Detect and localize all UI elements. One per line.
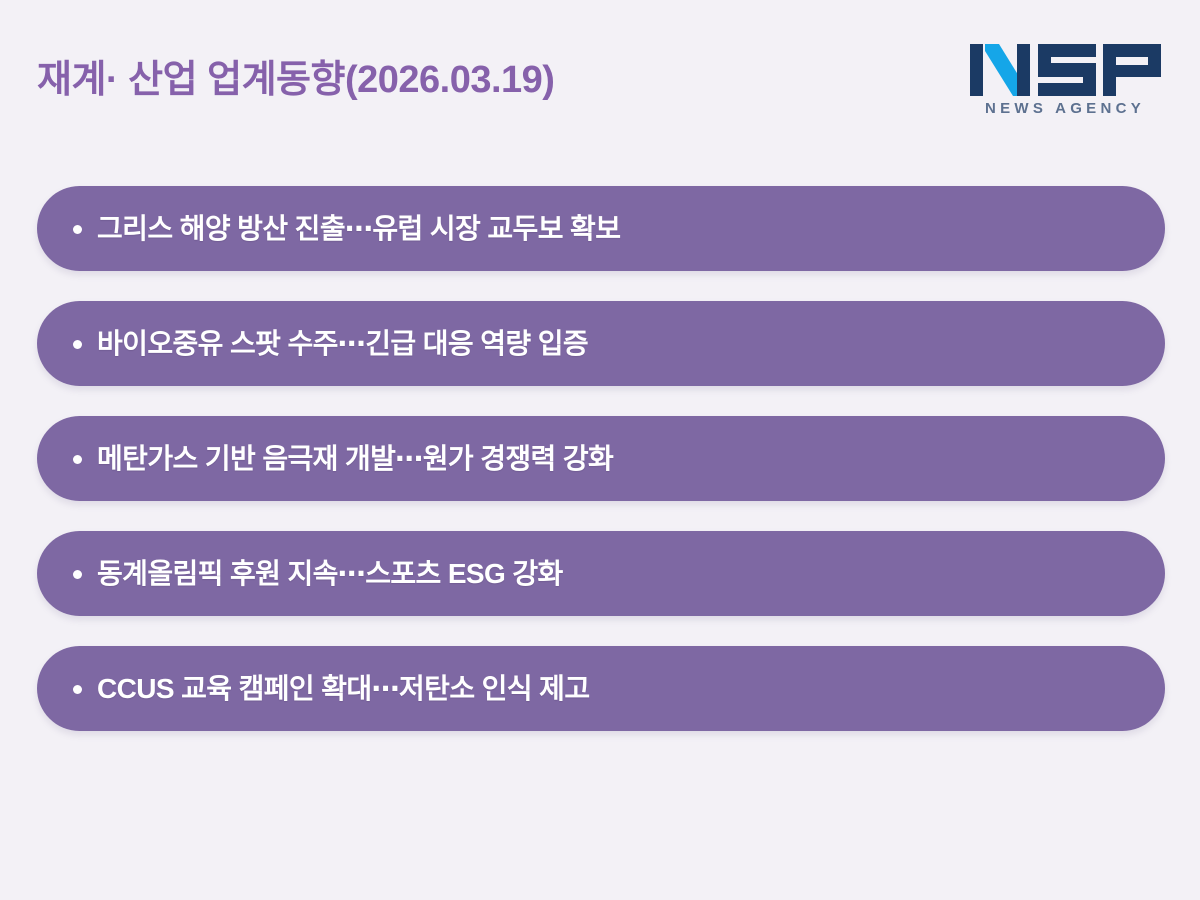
list-item[interactable]: 메탄가스 기반 음극재 개발⋯원가 경쟁력 강화: [37, 416, 1165, 501]
bullet-list: 그리스 해양 방산 진출⋯유럽 시장 교두보 확보 바이오중유 스팟 수주⋯긴급…: [37, 186, 1165, 731]
bullet-dot-icon: [73, 684, 82, 694]
list-item-label: 그리스 해양 방산 진출⋯유럽 시장 교두보 확보: [97, 212, 621, 244]
bullet-dot-icon: [73, 339, 82, 349]
list-item-label: 메탄가스 기반 음극재 개발⋯원가 경쟁력 강화: [97, 442, 614, 474]
page-title: 재계· 산업 업계동향(2026.03.19): [37, 59, 555, 101]
bullet-dot-icon: [73, 224, 82, 234]
list-item[interactable]: 동계올림픽 후원 지속⋯스포츠 ESG 강화: [37, 531, 1165, 616]
logo-tagline: NEWS AGENCY: [984, 100, 1146, 117]
list-item-label: 바이오중유 스팟 수주⋯긴급 대응 역량 입증: [97, 327, 589, 359]
bullet-dot-icon: [73, 569, 82, 579]
nsp-logo: NEWS AGENCY: [965, 42, 1165, 127]
list-item[interactable]: CCUS 교육 캠페인 확대⋯저탄소 인식 제고: [37, 646, 1165, 731]
list-item-label: CCUS 교육 캠페인 확대⋯저탄소 인식 제고: [97, 672, 590, 704]
list-item[interactable]: 바이오중유 스팟 수주⋯긴급 대응 역량 입증: [37, 301, 1165, 386]
card-header: 재계· 산업 업계동향(2026.03.19) NEWS AGENCY: [0, 0, 1200, 165]
nsp-wordmark-icon: [969, 44, 1161, 96]
list-item-label: 동계올림픽 후원 지속⋯스포츠 ESG 강화: [97, 557, 563, 589]
list-item[interactable]: 그리스 해양 방산 진출⋯유럽 시장 교두보 확보: [37, 186, 1165, 271]
bullet-dot-icon: [73, 454, 82, 464]
